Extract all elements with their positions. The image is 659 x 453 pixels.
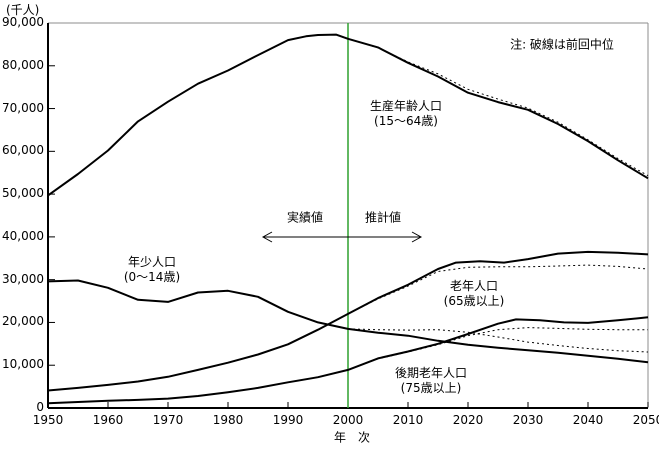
x-tick-label: 1980 <box>212 413 244 427</box>
x-axis-title: 年 次 <box>333 430 371 445</box>
y-tick-label: 90,000 <box>2 15 44 29</box>
y-tick-label: 60,000 <box>2 143 44 158</box>
arrow-head-right-icon <box>411 231 423 243</box>
y-tick-label: 80,000 <box>2 57 44 72</box>
x-tick-label: 2020 <box>452 413 484 427</box>
label-working-age: 生産年齢人口 (15～64歳) <box>370 99 442 129</box>
label-working-age-line1: 生産年齢人口 <box>369 99 443 113</box>
label-young: 年少人口 (0～14歳) <box>124 255 180 285</box>
x-tick-label: 1950 <box>32 413 64 427</box>
label-elderly-line1: 老年人口 <box>449 279 499 293</box>
y-tick-label: 10,000 <box>2 357 44 372</box>
y-tick-label: 40,000 <box>2 228 44 243</box>
label-elderly-line2: (65歳以上) <box>443 294 505 308</box>
series-line-working-age <box>47 33 649 197</box>
series-line-elderly-prev <box>347 264 649 315</box>
series-line-late-elderly-prev <box>347 327 648 371</box>
y-axis-unit-label: (千人) <box>6 3 40 17</box>
series-line-young-prev <box>347 328 649 353</box>
label-late-elderly: 後期老年人口 (75歳以上) <box>395 366 467 396</box>
x-tick-label: 2030 <box>512 413 544 427</box>
label-elderly: 老年人口 (65歳以上) <box>444 279 505 309</box>
y-tick-label: 30,000 <box>2 271 44 286</box>
y-tick-label: 20,000 <box>2 314 44 329</box>
label-young-line1: 年少人口 <box>127 255 176 269</box>
label-late-elderly-line1: 後期老年人口 <box>394 366 468 380</box>
label-late-elderly-line2: (75歳以上) <box>400 381 462 395</box>
y-tick-label: 70,000 <box>2 100 44 115</box>
x-tick-label: 2040 <box>572 413 604 427</box>
label-projected-values: 推計値 <box>364 210 402 225</box>
x-tick-label: 2000 <box>332 413 364 427</box>
x-tick-label: 1960 <box>92 413 124 427</box>
label-young-line2: (0～14歳) <box>123 270 181 284</box>
x-tick-label: 1990 <box>272 413 304 427</box>
label-working-age-line2: (15～64歳) <box>374 114 438 128</box>
x-tick-label: 2050 <box>632 413 659 427</box>
x-tick-label: 2010 <box>392 413 424 427</box>
note-label: 注: 破線は前回中位 <box>510 37 614 52</box>
y-tick-label: 50,000 <box>2 186 44 201</box>
y-tick-label: 0 <box>36 400 44 414</box>
label-actual-values: 実績値 <box>286 210 324 225</box>
x-tick-label: 1970 <box>152 413 184 427</box>
arrow-head-left-icon <box>261 231 273 243</box>
